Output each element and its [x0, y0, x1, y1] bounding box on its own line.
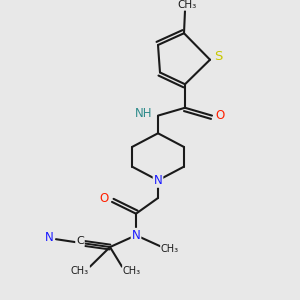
Text: O: O — [215, 109, 225, 122]
Text: CH₃: CH₃ — [161, 244, 179, 254]
Text: S: S — [214, 50, 222, 63]
Text: N: N — [45, 231, 53, 244]
Text: CH₃: CH₃ — [177, 0, 196, 10]
Text: NH: NH — [134, 107, 152, 120]
Text: N: N — [154, 174, 162, 187]
Text: CH₃: CH₃ — [71, 266, 89, 276]
Text: N: N — [132, 229, 140, 242]
Text: CH₃: CH₃ — [123, 266, 141, 276]
Text: O: O — [99, 193, 109, 206]
Text: C: C — [76, 236, 84, 246]
